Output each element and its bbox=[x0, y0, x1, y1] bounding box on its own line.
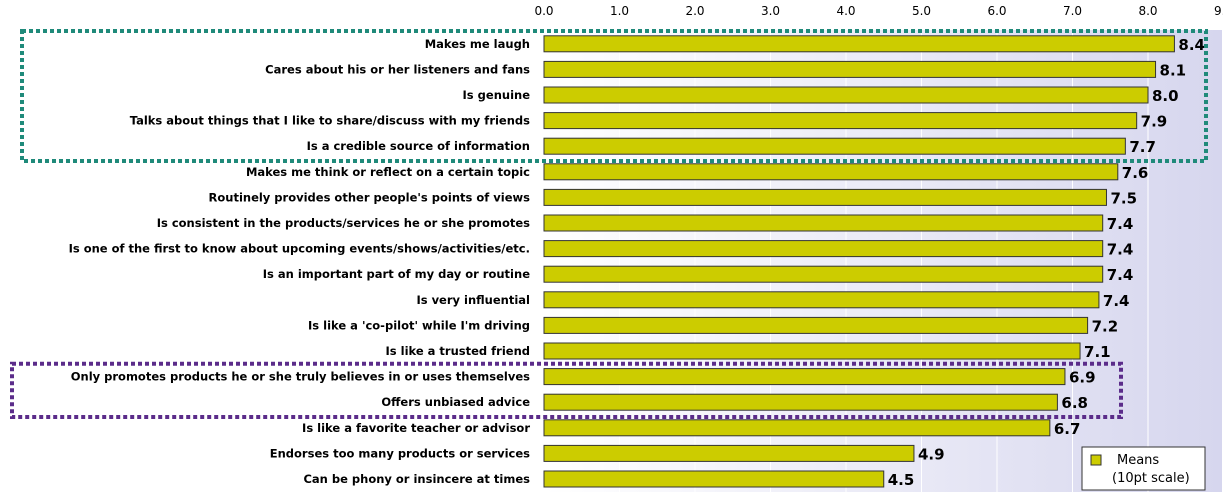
bar bbox=[543, 214, 1104, 232]
value-label: 4.5 bbox=[888, 471, 915, 489]
bar bbox=[543, 112, 1138, 130]
highlight-box bbox=[20, 29, 1208, 163]
value-label: 7.9 bbox=[1141, 113, 1168, 131]
legend-box bbox=[1081, 446, 1206, 491]
category-label: Makes me laugh bbox=[425, 37, 530, 51]
value-label: 6.9 bbox=[1069, 369, 1096, 387]
category-label: Is like a favorite teacher or advisor bbox=[302, 421, 530, 435]
category-label: Only promotes products he or she truly b… bbox=[71, 370, 530, 384]
x-axis-ticks: 0.0 1.0 2.0 3.0 4.0 5.0 6.0 7.0 8.0 9.0 bbox=[534, 4, 1223, 18]
bar bbox=[543, 419, 1051, 437]
category-label: Makes me think or reflect on a certain t… bbox=[246, 165, 530, 179]
value-label: 7.4 bbox=[1103, 292, 1130, 310]
bar bbox=[543, 86, 1149, 104]
value-label: 7.4 bbox=[1107, 215, 1134, 233]
value-label: 8.0 bbox=[1152, 87, 1179, 105]
category-label: Talks about things that I like to share/… bbox=[130, 114, 530, 128]
bar bbox=[543, 163, 1119, 181]
category-label: Offers unbiased advice bbox=[381, 395, 530, 409]
value-label: 6.8 bbox=[1061, 394, 1088, 412]
highlight-boxes bbox=[10, 29, 1208, 419]
x-tick-label: 3.0 bbox=[761, 4, 780, 18]
x-tick-label: 2.0 bbox=[685, 4, 704, 18]
category-label: Cares about his or her listeners and fan… bbox=[265, 62, 530, 76]
category-label: Is one of the first to know about upcomi… bbox=[69, 242, 530, 256]
value-labels: 8.4 8.1 8.0 7.9 7.7 7.6 7.5 7.4 7.4 7.4 7.4 7.2 7.1 6… bbox=[888, 36, 1205, 489]
category-label: Routinely provides other people's points… bbox=[209, 190, 531, 204]
value-label: 7.7 bbox=[1129, 138, 1156, 156]
category-label: Is a credible source of information bbox=[307, 139, 530, 153]
bar bbox=[543, 35, 1175, 53]
bar bbox=[543, 444, 915, 462]
value-label: 7.5 bbox=[1110, 189, 1137, 207]
bar bbox=[543, 316, 1089, 334]
bar bbox=[543, 393, 1058, 411]
bar bbox=[543, 368, 1066, 386]
bar bbox=[543, 470, 885, 488]
value-label: 4.9 bbox=[918, 445, 945, 463]
legend: Means (10pt scale) bbox=[1081, 446, 1206, 491]
legend-label-line2: (10pt scale) bbox=[1112, 471, 1190, 486]
value-label: 7.4 bbox=[1107, 266, 1134, 284]
category-label: Is like a trusted friend bbox=[386, 344, 531, 358]
x-tick-label: 4.0 bbox=[836, 4, 855, 18]
x-tick-label: 7.0 bbox=[1063, 4, 1082, 18]
x-tick-label: 1.0 bbox=[610, 4, 629, 18]
category-labels: Makes me laugh Cares about his or her lis… bbox=[69, 37, 531, 486]
category-label: Is consistent in the products/services h… bbox=[157, 216, 530, 230]
legend-label-line1: Means bbox=[1117, 453, 1159, 468]
x-tick-label: 0.0 bbox=[534, 4, 553, 18]
category-label: Is very influential bbox=[416, 293, 530, 307]
bar bbox=[543, 291, 1100, 309]
category-label: Endorses too many products or services bbox=[270, 446, 530, 460]
x-tick-label: 5.0 bbox=[912, 4, 931, 18]
value-label: 7.6 bbox=[1122, 164, 1149, 182]
bar bbox=[543, 342, 1081, 360]
category-label: Is genuine bbox=[463, 88, 531, 102]
bar bbox=[543, 60, 1157, 78]
grid-lines bbox=[543, 30, 1149, 492]
value-label: 7.4 bbox=[1107, 241, 1134, 259]
bars bbox=[543, 35, 1175, 488]
category-label: Is an important part of my day or routin… bbox=[263, 267, 530, 281]
value-label: 7.1 bbox=[1084, 343, 1111, 361]
bar bbox=[543, 188, 1107, 206]
legend-swatch bbox=[1090, 454, 1102, 466]
bar bbox=[543, 137, 1126, 155]
category-label: Is like a 'co-pilot' while I'm driving bbox=[308, 318, 530, 332]
highlight-box bbox=[10, 361, 1123, 419]
value-label: 7.2 bbox=[1092, 317, 1119, 335]
bar bbox=[543, 265, 1104, 283]
bar bbox=[543, 240, 1104, 258]
x-tick-label: 6.0 bbox=[987, 4, 1006, 18]
category-label: Can be phony or insincere at times bbox=[303, 472, 530, 486]
x-tick-label: 9.0 bbox=[1214, 4, 1223, 18]
x-tick-label: 8.0 bbox=[1138, 4, 1157, 18]
value-label: 8.1 bbox=[1160, 61, 1187, 79]
value-label: 6.7 bbox=[1054, 420, 1081, 438]
value-label: 8.4 bbox=[1178, 36, 1205, 54]
